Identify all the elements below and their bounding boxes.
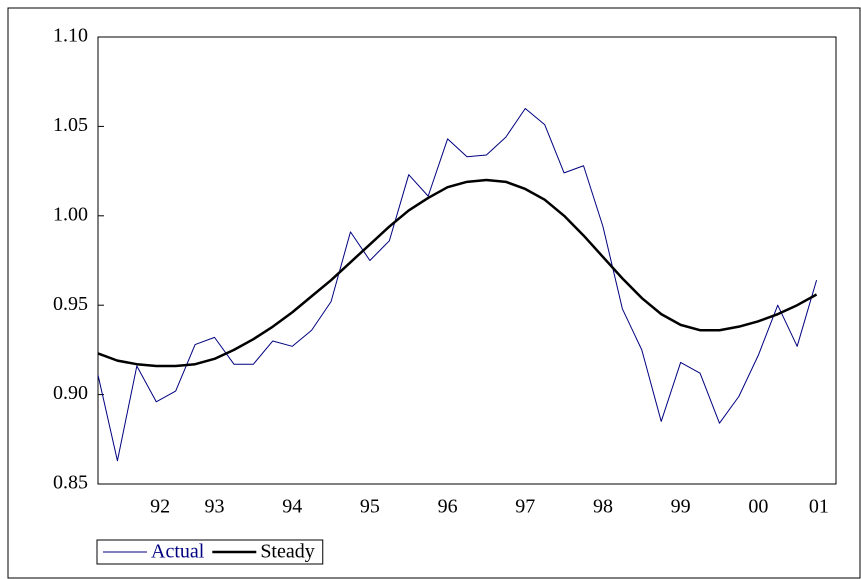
x-tick-label: 01: [809, 496, 829, 518]
outer-frame: [7, 7, 861, 579]
y-tick-label: 0.85: [53, 472, 88, 494]
x-tick-label: 93: [205, 496, 225, 518]
y-tick-label: 0.95: [53, 293, 88, 315]
plot-frame: [97, 36, 837, 485]
x-tick-label: 96: [438, 496, 458, 518]
y-tick-label: 0.90: [53, 382, 88, 404]
series-line: [97, 108, 818, 462]
x-tick-label: 00: [748, 496, 768, 518]
x-tick-label: 97: [515, 496, 535, 518]
x-tick-label: 92: [150, 496, 170, 518]
x-tick-label: 94: [282, 496, 302, 518]
x-tick-label: 95: [360, 496, 380, 518]
y-tick-label: 1.00: [53, 203, 88, 225]
x-tick-label: 99: [671, 496, 691, 518]
y-tick-label: 1.10: [53, 25, 88, 47]
x-tick-label: 98: [593, 496, 613, 518]
series-line: [97, 178, 818, 368]
legend-label: Actual: [151, 541, 205, 563]
legend-label: Steady: [260, 541, 314, 563]
y-tick-label: 1.05: [53, 114, 88, 136]
